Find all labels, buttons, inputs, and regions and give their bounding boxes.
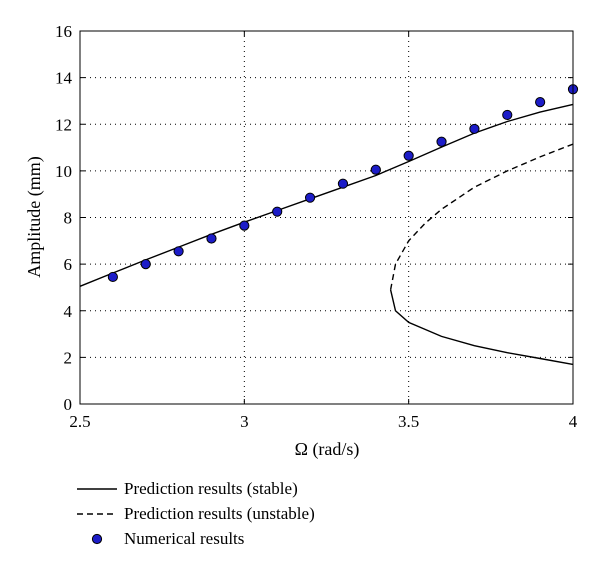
series-layer <box>79 84 579 366</box>
numerical-result-point <box>239 220 250 231</box>
axis-ticks: 2.5 3 3.5 4 0 2 4 6 8 10 12 14 16 <box>55 22 578 431</box>
numerical-result-point <box>272 206 283 217</box>
y-tick-label: 6 <box>64 255 73 274</box>
y-tick-label: 4 <box>64 302 73 321</box>
legend-label: Prediction results (unstable) <box>124 504 315 523</box>
x-tick-label: 2.5 <box>69 412 90 431</box>
y-tick-label: 14 <box>55 69 73 88</box>
stable-prediction-line-2 <box>389 289 574 366</box>
legend: Prediction results (stable) Prediction re… <box>77 479 315 548</box>
numerical-result-point <box>535 97 546 108</box>
x-tick-label: 4 <box>569 412 578 431</box>
numerical-result-point <box>502 109 513 121</box>
legend-label: Prediction results (stable) <box>124 479 298 498</box>
x-tick-label: 3.5 <box>398 412 419 431</box>
numerical-result-point <box>304 192 316 203</box>
stable-prediction-line-0 <box>79 103 574 287</box>
legend-marker-numerical <box>91 533 103 545</box>
x-tick-label: 3 <box>240 412 249 431</box>
numerical-result-point <box>436 136 447 147</box>
y-axis-label: Amplitude (mm) <box>24 156 45 277</box>
numerical-result-point <box>173 246 184 257</box>
y-tick-label: 8 <box>64 209 73 228</box>
x-axis-label: Ω (rad/s) <box>295 439 360 460</box>
y-tick-label: 2 <box>64 348 73 367</box>
grid-lines <box>80 31 573 404</box>
numerical-result-point <box>107 271 118 283</box>
plot-frame <box>79 30 574 405</box>
numerical-result-point <box>469 123 480 135</box>
y-tick-label: 12 <box>55 115 72 134</box>
numerical-result-point <box>337 178 349 189</box>
unstable-prediction-line <box>389 143 574 290</box>
legend-label: Numerical results <box>124 529 244 548</box>
y-tick-label: 10 <box>55 162 72 181</box>
numerical-result-point <box>403 150 414 161</box>
numerical-result-point <box>370 164 381 175</box>
numerical-result-point <box>206 233 217 244</box>
numerical-result-point <box>140 259 151 270</box>
y-tick-label: 16 <box>55 22 72 41</box>
y-tick-label: 0 <box>64 395 73 414</box>
